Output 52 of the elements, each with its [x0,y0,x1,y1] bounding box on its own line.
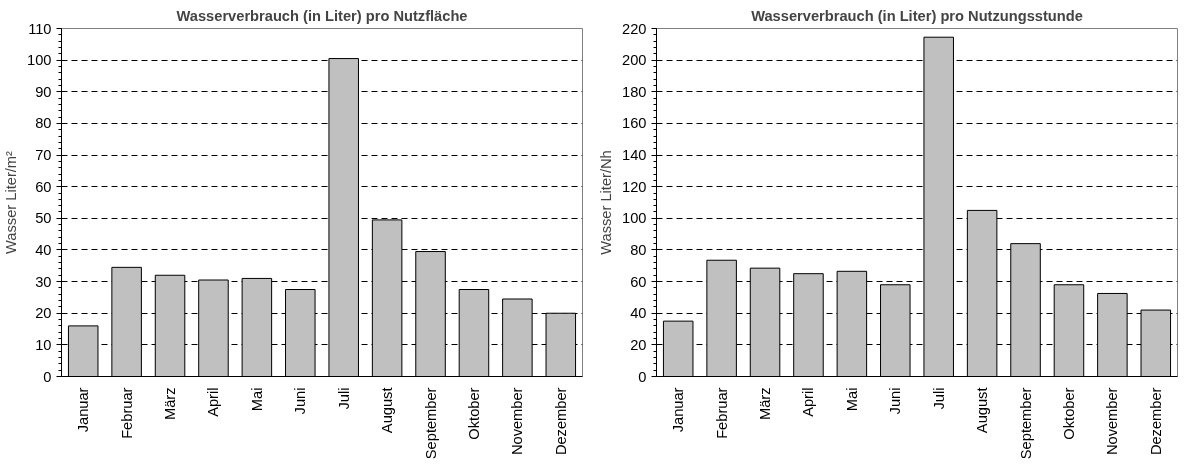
x-tick-label: Mai [248,387,265,412]
y-tick-label: 200 [622,52,647,69]
x-tick-label: Juli [335,387,352,410]
x-tick-label: März [162,387,179,421]
y-axis-title: Wasser Liter/m² [3,150,20,254]
y-tick-label: 20 [35,305,52,322]
chart-title: Wasserverbrauch (in Liter) pro Nutzfläche [176,7,468,24]
y-tick-label: 80 [35,115,52,132]
y-tick-label: 90 [35,83,52,100]
y-tick-label: 160 [622,115,647,132]
y-tick-label: 100 [622,210,647,227]
x-tick-label: März [757,387,774,421]
y-tick-label: 50 [35,210,52,227]
x-tick-label: Dezember [552,387,569,456]
x-tick-label: August [974,387,991,434]
x-tick-label: Juni [887,387,904,415]
y-tick-label: 220 [622,20,647,37]
x-tick-label: November [509,387,526,456]
chart-title: Wasserverbrauch (in Liter) pro Nutzungsstunde [751,7,1083,24]
x-tick-label: August [379,387,396,434]
x-tick-label: Januar [75,387,92,433]
y-tick-label: 110 [28,20,52,37]
x-tick-label: Mai [843,387,860,412]
x-tick-label: September [422,387,439,460]
y-tick-label: 70 [35,147,52,164]
y-tick-label: 30 [35,273,52,290]
y-tick-label: 40 [35,241,52,258]
x-tick-label: Oktober [465,387,482,440]
y-tick-label: 40 [630,305,647,322]
x-tick-label: Oktober [1060,387,1077,440]
y-tick-label: 0 [638,368,647,385]
x-tick-label: Februar [118,387,135,439]
y-tick-label: 140 [622,147,647,164]
x-tick-label: November [1104,387,1121,456]
y-tick-label: 60 [35,178,52,195]
x-tick-label: September [1017,387,1034,460]
y-tick-label: 0 [43,368,52,385]
y-tick-label: 60 [630,273,647,290]
x-tick-label: April [205,387,222,417]
x-tick-label: Februar [713,387,730,439]
y-tick-label: 80 [630,241,647,258]
y-tick-label: 180 [622,83,647,100]
x-tick-label: Dezember [1147,387,1164,456]
x-tick-label: April [800,387,817,417]
y-tick-label: 120 [622,178,647,195]
y-tick-label: 100 [27,52,52,69]
y-tick-label: 20 [630,336,647,353]
y-axis-title: Wasser Liter/Nh [598,150,615,255]
x-tick-label: Juni [292,387,309,415]
y-tick-label: 10 [35,336,52,353]
x-tick-label: Januar [670,387,687,433]
x-tick-label: Juli [930,387,947,410]
